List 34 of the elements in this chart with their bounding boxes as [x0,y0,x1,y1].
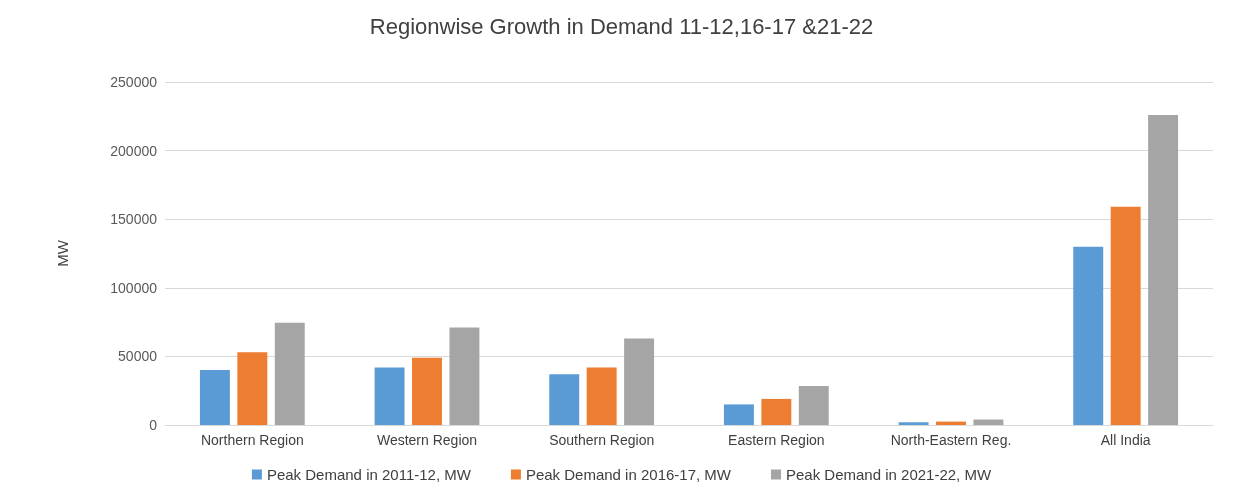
legend-label: Peak Demand in 2011-12, MW [266,466,472,483]
bar [1148,114,1179,425]
bar [549,374,580,425]
bar [723,404,754,425]
bar [412,357,442,425]
bar [237,352,268,425]
bar [1073,246,1104,425]
x-tick-label: Eastern Region [728,432,825,448]
bar [449,327,480,425]
bar [586,367,617,425]
bar [274,322,305,425]
y-tick-label: 0 [149,417,158,433]
x-tick-label: Western Region [376,432,478,448]
bar [624,338,655,425]
legend-label: Peak Demand in 2016-17, MW [525,466,732,483]
x-tick-label: Northern Region [200,432,304,448]
y-tick-label: 50000 [118,348,158,365]
x-tick-label: North-Eastern Reg. [890,432,1012,448]
legend-label: Peak Demand in 2021-22, MW [785,466,992,483]
bar [798,385,829,425]
y-axis-title: MW [54,239,71,267]
bar [199,370,230,425]
y-tick-label: 200000 [110,142,158,159]
chart-title: Regionwise Growth in Demand 11-12,16-17 &21-22 [369,13,874,39]
y-tick-label: 150000 [110,211,158,228]
bar [761,398,792,425]
y-tick-label: 100000 [110,279,158,296]
bar [1110,206,1141,425]
bar [898,422,929,425]
x-tick-label: Southern Region [549,432,655,448]
bar [374,367,405,425]
y-tick-label: 250000 [110,74,158,90]
bar [973,419,1004,425]
x-tick-label: All India [1100,432,1151,448]
